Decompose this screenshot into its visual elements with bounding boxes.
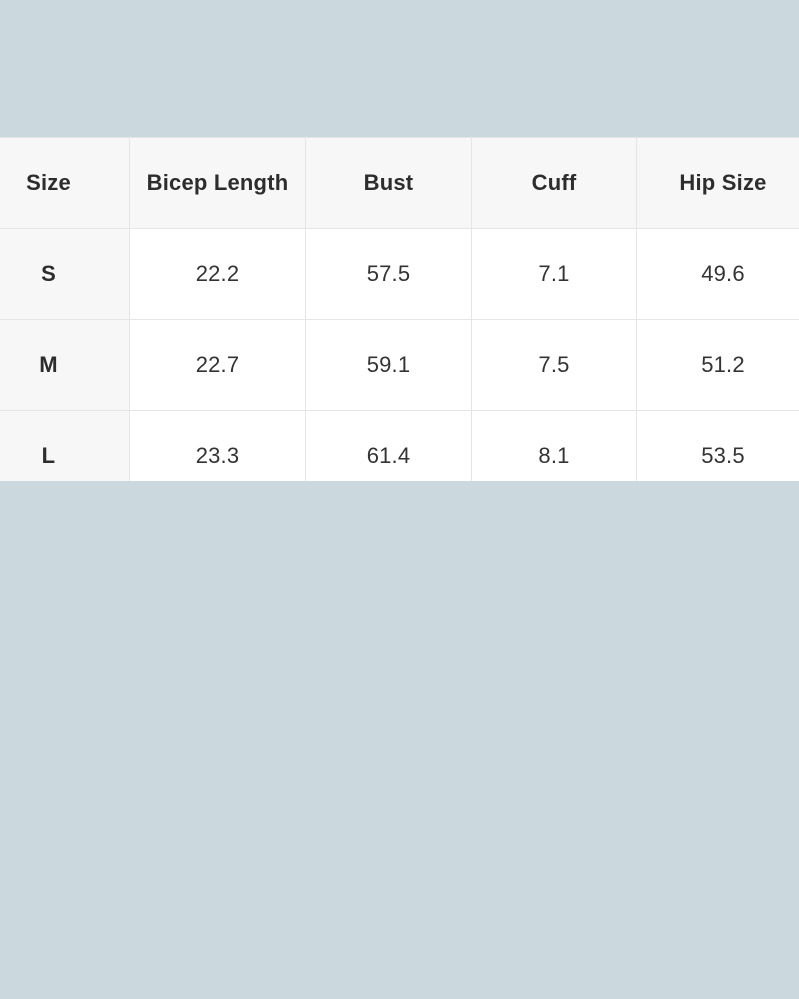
cell-s-bust: 57.5 [305,228,472,320]
cell-m-cuff: 7.5 [471,319,637,411]
size-chart-viewport[interactable]: Size Bicep Length Bust Cuff Hip Size S 2… [0,137,799,481]
header-row: Size Bicep Length Bust Cuff Hip Size [0,137,799,229]
cell-m-bicep-length: 22.7 [129,319,306,411]
column-header-bust: Bust [305,137,472,229]
table-row-l: L 23.3 61.4 8.1 53.5 [0,410,799,481]
table-row-m: M 22.7 59.1 7.5 51.2 [0,319,799,411]
table-row-s: S 22.2 57.5 7.1 49.6 [0,228,799,320]
cell-s-hip-size: 49.6 [636,228,799,320]
row-label-m: M [0,319,130,411]
cell-l-cuff: 8.1 [471,410,637,481]
cell-s-cuff: 7.1 [471,228,637,320]
column-header-bicep-length: Bicep Length [129,137,306,229]
column-header-size: Size [0,137,130,229]
row-label-s: S [0,228,130,320]
cell-s-bicep-length: 22.2 [129,228,306,320]
cell-l-bicep-length: 23.3 [129,410,306,481]
cell-m-bust: 59.1 [305,319,472,411]
cell-l-bust: 61.4 [305,410,472,481]
column-header-cuff: Cuff [471,137,637,229]
size-chart-table: Size Bicep Length Bust Cuff Hip Size S 2… [0,137,799,481]
cell-l-hip-size: 53.5 [636,410,799,481]
column-header-hip-size: Hip Size [636,137,799,229]
cell-m-hip-size: 51.2 [636,319,799,411]
row-label-l: L [0,410,130,481]
